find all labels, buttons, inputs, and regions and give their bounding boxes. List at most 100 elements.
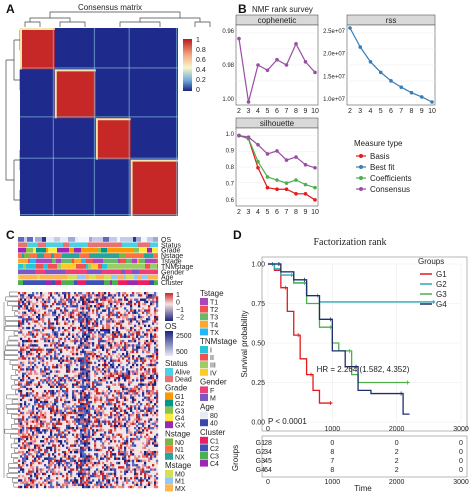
heat-cell (148, 315, 151, 319)
heat-cell (120, 427, 123, 430)
heat-cell (80, 481, 83, 484)
heat-cell (138, 331, 141, 334)
heat-cell (42, 361, 45, 365)
heat-cell (20, 361, 23, 365)
dendrogram-branch (9, 360, 18, 365)
heat-cell (42, 370, 45, 373)
heat-cell (98, 342, 101, 345)
annotation-cell (93, 258, 103, 264)
heat-cell (42, 407, 45, 410)
heat-cell (82, 361, 85, 365)
risk-count: 0 (395, 440, 399, 447)
heat-cell (134, 437, 137, 441)
heat-cell (74, 450, 77, 454)
heat-cell (134, 311, 137, 314)
heat-cell (104, 483, 107, 487)
heat-cell (24, 459, 27, 463)
heat-cell (100, 322, 103, 325)
heat-cell (20, 315, 23, 319)
block-divider (128, 28, 130, 216)
heat-cell (78, 466, 81, 469)
heat-cell (32, 346, 35, 349)
heat-cell (20, 368, 23, 371)
heat-cell (36, 472, 39, 476)
heat-cell (42, 416, 45, 419)
heat-cell (108, 368, 111, 371)
heat-cell (60, 300, 63, 304)
annotation-cell (127, 264, 131, 269)
annotation-cell (26, 274, 37, 280)
heat-cell (144, 453, 147, 456)
heat-cell (88, 431, 91, 434)
heat-cell (34, 324, 37, 328)
heat-cell (150, 342, 153, 345)
heat-cell (96, 474, 99, 478)
heat-cell (126, 464, 129, 467)
heat-cell (110, 305, 113, 308)
heat-cell (96, 461, 99, 465)
heat-cell (102, 339, 105, 343)
heat-cell (118, 418, 121, 421)
heat-cell (74, 442, 77, 445)
heat-cell (144, 324, 147, 328)
annotation-cell (48, 264, 57, 269)
heat-cell (142, 413, 145, 417)
heat-cell (120, 366, 123, 369)
series-point (294, 178, 298, 182)
heat-cell (138, 405, 141, 408)
annotation-cell (85, 269, 87, 275)
legend-item: N0 (175, 440, 184, 447)
heat-cell (52, 390, 55, 393)
block-edge (20, 28, 22, 70)
annotation-cell (88, 264, 91, 269)
heat-cell (148, 400, 151, 404)
legend-swatch (165, 438, 173, 446)
heat-cell (54, 437, 57, 441)
annotation-cell (81, 269, 85, 275)
heat-cell (22, 427, 25, 430)
heat-cell (114, 344, 117, 347)
heat-cell (152, 300, 155, 304)
heat-cell (126, 346, 129, 349)
heat-cell (128, 322, 131, 325)
heat-cell (98, 379, 101, 382)
block-edge (54, 69, 57, 119)
heat-cell (30, 481, 33, 484)
heat-cell (66, 383, 69, 386)
heat-cell (142, 320, 145, 323)
heat-cell (134, 422, 137, 426)
heat-cell (46, 481, 49, 484)
heat-cell (100, 294, 103, 297)
heat-cell (148, 453, 151, 456)
heat-cell (50, 405, 53, 408)
legend-group-title: Nstage (165, 429, 191, 438)
heat-cell (112, 437, 115, 441)
heat-cell (58, 466, 61, 469)
heat-cell (116, 411, 119, 415)
heat-cell (72, 459, 75, 463)
km-title: Factorization rank (313, 237, 386, 248)
heat-cell (156, 398, 159, 402)
heat-cell (42, 307, 45, 310)
heat-cell (96, 309, 99, 312)
heat-cell (114, 300, 117, 304)
heat-cell (82, 472, 85, 476)
heat-cell (136, 437, 139, 441)
heat-cell (142, 359, 145, 362)
heat-cell (100, 346, 103, 349)
heat-cell (94, 379, 97, 382)
heat-cell (134, 370, 137, 373)
annotation-cell (79, 253, 89, 258)
heat-cell (148, 294, 151, 297)
heat-cell (136, 376, 139, 380)
heat-cell (94, 398, 97, 402)
annotation-cell (136, 237, 141, 242)
heat-cell (54, 333, 57, 336)
heat-cell (132, 485, 135, 489)
heat-cell (114, 470, 117, 473)
km-y-tick: 1.00 (251, 262, 265, 269)
heat-cell (80, 322, 83, 325)
heat-cell (96, 324, 99, 328)
heat-cell (32, 309, 35, 312)
